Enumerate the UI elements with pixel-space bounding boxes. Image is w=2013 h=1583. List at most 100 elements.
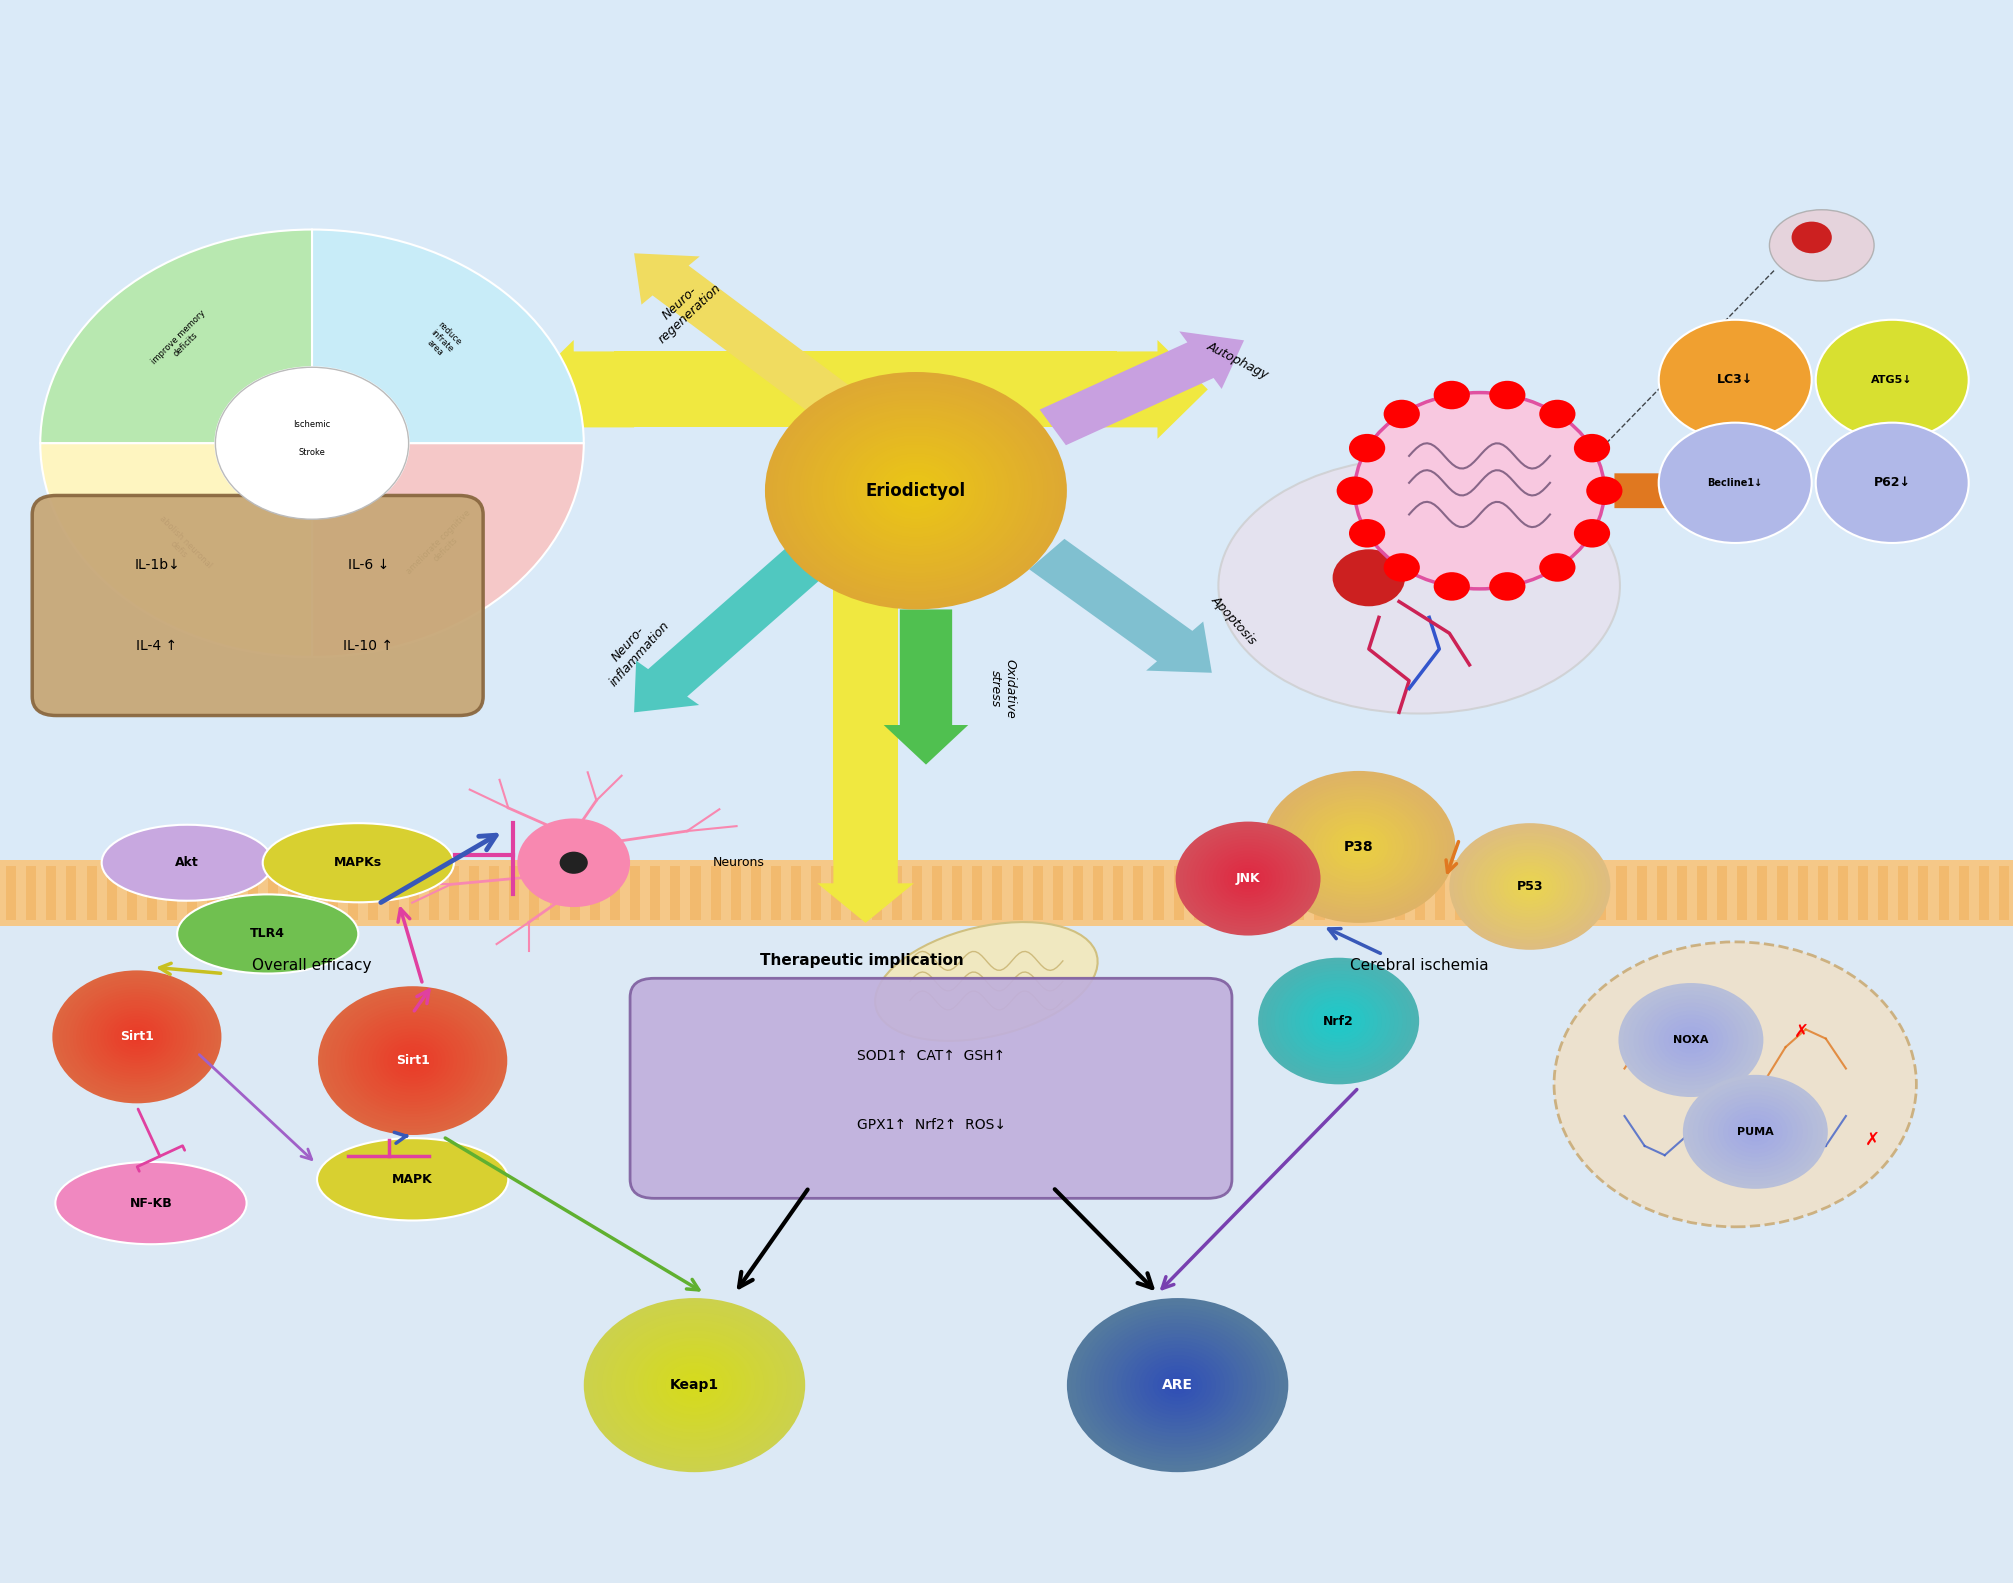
Wedge shape: [312, 443, 584, 657]
Bar: [1777, 866, 1788, 920]
Circle shape: [1121, 1341, 1234, 1429]
Circle shape: [598, 1309, 791, 1461]
Circle shape: [115, 1019, 159, 1054]
Circle shape: [1673, 1026, 1707, 1054]
Text: Autophagy: Autophagy: [1206, 340, 1270, 382]
Circle shape: [1162, 1372, 1194, 1398]
Circle shape: [781, 385, 1051, 597]
Circle shape: [769, 375, 1063, 606]
Circle shape: [215, 367, 409, 519]
Circle shape: [111, 1016, 163, 1057]
Circle shape: [105, 1012, 169, 1062]
Circle shape: [1586, 476, 1622, 505]
Circle shape: [1486, 852, 1574, 921]
Circle shape: [1478, 845, 1582, 928]
Ellipse shape: [101, 825, 274, 901]
Circle shape: [602, 1312, 787, 1458]
Bar: [1455, 866, 1465, 920]
Bar: [26, 866, 36, 920]
Circle shape: [1349, 839, 1369, 855]
Circle shape: [1629, 991, 1753, 1089]
FancyBboxPatch shape: [32, 495, 483, 716]
Circle shape: [1117, 1338, 1238, 1433]
Circle shape: [360, 1019, 465, 1102]
Bar: [1979, 866, 1989, 920]
Circle shape: [356, 1016, 469, 1105]
Text: IL-10 ↑: IL-10 ↑: [344, 638, 393, 652]
Circle shape: [674, 1369, 715, 1401]
Circle shape: [1639, 999, 1743, 1081]
Circle shape: [880, 462, 952, 519]
Bar: [328, 866, 338, 920]
Wedge shape: [40, 443, 312, 657]
Circle shape: [777, 382, 1055, 600]
FancyArrow shape: [523, 340, 634, 438]
Wedge shape: [312, 230, 584, 443]
FancyBboxPatch shape: [0, 926, 2013, 1583]
Bar: [1657, 866, 1667, 920]
Circle shape: [1713, 1099, 1798, 1165]
Circle shape: [876, 459, 956, 522]
Circle shape: [386, 1042, 439, 1081]
Circle shape: [642, 1344, 747, 1426]
Circle shape: [624, 1330, 765, 1441]
Circle shape: [131, 1032, 143, 1042]
Circle shape: [588, 1301, 801, 1469]
Bar: [288, 866, 298, 920]
Circle shape: [334, 999, 491, 1122]
Circle shape: [1081, 1309, 1274, 1461]
Bar: [972, 866, 982, 920]
Text: MAPKs: MAPKs: [334, 856, 382, 869]
Text: JNK: JNK: [1236, 872, 1260, 885]
Circle shape: [1679, 1031, 1703, 1050]
Circle shape: [1516, 875, 1544, 898]
Circle shape: [66, 981, 207, 1092]
Circle shape: [1234, 867, 1262, 890]
Circle shape: [1524, 882, 1536, 891]
Circle shape: [1246, 877, 1250, 880]
Circle shape: [1290, 793, 1427, 901]
Circle shape: [1216, 853, 1280, 904]
Text: Becline1↓: Becline1↓: [1707, 478, 1763, 488]
Bar: [952, 866, 962, 920]
FancyArrow shape: [884, 609, 968, 765]
Circle shape: [1304, 994, 1373, 1048]
Circle shape: [1707, 1095, 1804, 1168]
Bar: [469, 866, 479, 920]
Bar: [1637, 866, 1647, 920]
Circle shape: [791, 393, 1041, 589]
Circle shape: [898, 476, 934, 505]
Circle shape: [56, 974, 217, 1100]
Text: Neuro-
inflammation: Neuro- inflammation: [596, 609, 672, 689]
Circle shape: [1153, 1366, 1202, 1404]
Bar: [1838, 866, 1848, 920]
Circle shape: [815, 412, 1017, 570]
Circle shape: [1743, 1122, 1767, 1141]
Circle shape: [783, 386, 1049, 595]
Circle shape: [364, 1023, 461, 1099]
Circle shape: [1312, 1000, 1365, 1042]
Bar: [992, 866, 1002, 920]
Circle shape: [1262, 961, 1415, 1081]
Bar: [1999, 866, 2009, 920]
Circle shape: [646, 1349, 741, 1423]
Circle shape: [344, 1007, 481, 1114]
Circle shape: [854, 442, 978, 540]
Text: IL-1b↓: IL-1b↓: [135, 559, 179, 573]
Bar: [449, 866, 459, 920]
Circle shape: [1500, 863, 1560, 910]
FancyArrow shape: [1097, 340, 1208, 438]
Circle shape: [1383, 400, 1419, 429]
Circle shape: [1482, 848, 1578, 924]
Circle shape: [1238, 871, 1258, 886]
Circle shape: [829, 423, 1002, 559]
Text: ✗: ✗: [1794, 1023, 1810, 1042]
Circle shape: [1103, 1327, 1252, 1444]
Circle shape: [1355, 393, 1604, 589]
Bar: [650, 866, 660, 920]
Circle shape: [845, 435, 986, 546]
Circle shape: [1733, 1114, 1777, 1149]
Circle shape: [372, 1029, 453, 1092]
Circle shape: [1139, 1355, 1216, 1415]
Bar: [932, 866, 942, 920]
